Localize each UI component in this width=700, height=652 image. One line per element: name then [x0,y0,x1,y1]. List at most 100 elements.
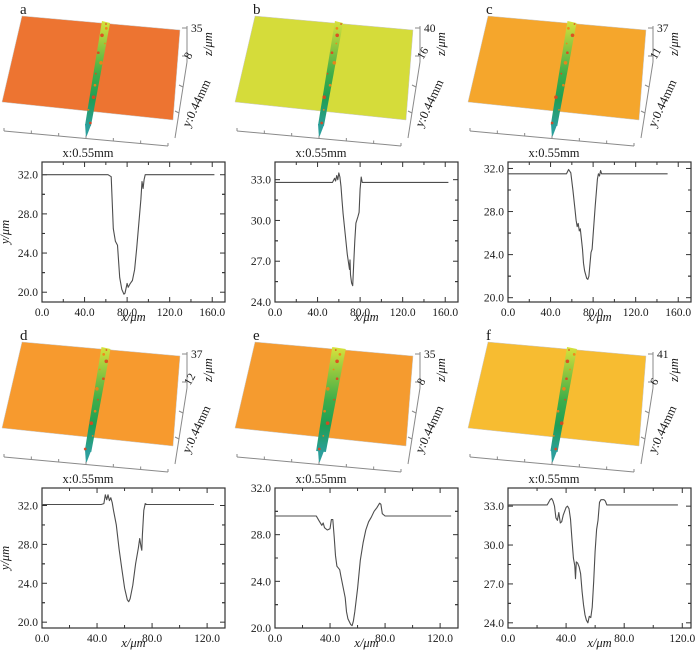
z-axis-label: z/μm [434,358,448,383]
x-tick-label: 80.0 [375,633,395,645]
groove-speckle [102,353,106,356]
panel-e: x:0.55mm 35 8 z/μm y:0.44mm 0.0 40.0 80.0 120.0… [233,326,466,652]
y-dimension-tick [644,84,650,88]
groove-speckle [562,387,566,391]
x-tick-label: 0.0 [35,633,50,645]
y-dimension-label: y:0.44mm [179,403,213,455]
y-dimension-label: y:0.44mm [645,403,679,455]
y-dimension-tick [174,436,180,440]
groove-speckle [104,42,106,45]
x-dimension-label: x:0.55mm [528,146,579,160]
groove-speckle [562,83,565,87]
groove-speckle [558,109,560,111]
z-tick-min-label: 16 [415,45,431,61]
y-dimension-tick [178,410,184,414]
groove-speckle [332,368,335,371]
x-tick-label: 80.0 [142,633,162,645]
x-tick-label: 120.0 [427,633,453,645]
y-tick-label: 24.0 [484,618,504,630]
panel-d: x:0.55mm 37 12 z/μm y:0.44mm 0.0 40.0 80.0 120.… [0,326,233,652]
y-tick-label: 32.0 [18,170,38,182]
z-tick-min-label: 6 [648,376,661,387]
x-tick-label: 40.0 [556,633,576,645]
profile-curve [508,168,668,280]
y-dimension-tick [640,110,646,114]
surface-slab [234,15,414,121]
groove-speckle [565,359,570,364]
y-dimension-line [174,387,188,465]
profile-chart-a: 0.0 40.0 80.0 120.0 160.0 20.0 24.0 28.0 32.0 x/μ… [0,161,226,324]
z-tick-min-label: 8 [415,376,428,387]
z-tick-max-label: 37 [191,349,203,361]
z-tick-max-label: 40 [424,23,436,35]
groove-speckle [91,95,96,99]
panel-letter-b: b [253,2,261,18]
surface-plot-3d-d: x:0.55mm 37 12 z/μm y:0.44mm [1,341,215,486]
x-dimension-label: x:0.55mm [295,472,346,486]
x-tick-label: 40.0 [320,633,340,645]
x-dimension-label: x:0.55mm [528,472,579,486]
x-axis-label: x/μm [120,636,145,650]
groove-speckle [323,409,326,413]
y-dimension-label: y:0.44mm [412,77,446,129]
groove-speckle [334,349,337,351]
groove-speckle [89,421,94,425]
groove-speckle [573,23,576,25]
groove-speckle [317,447,321,451]
groove-speckle [104,359,109,364]
z-axis-label: z/μm [667,32,681,57]
y-tick-label: 20.0 [18,617,38,629]
y-dimension-tick [407,110,413,114]
groove-speckle [338,353,342,356]
y-tick-label: 20.0 [18,287,38,299]
y-tick-label: 33.0 [251,175,271,187]
groove-speckle [556,409,560,413]
x-tick-label: 0.0 [268,633,283,645]
y-tick-label: 28.0 [251,530,271,542]
groove-tip [85,450,91,464]
groove-tip [318,450,324,464]
groove-speckle [93,83,97,87]
panel-b: x:0.55mm 40 16 z/μm y:0.44mm 0.0 40.0 80.0 120.… [233,0,466,326]
surface-slab [1,341,181,447]
groove-speckle [94,72,97,75]
y-dimension-label: y:0.44mm [412,403,446,455]
groove-speckle [89,121,92,125]
x-tick-label: 40.0 [87,633,107,645]
y-tick-label: 27.0 [484,579,504,591]
groove-speckle [564,398,567,401]
groove-scratch [85,21,111,126]
y-tick-label: 20.0 [251,623,271,635]
groove-speckle [104,27,108,30]
profile-curve [42,174,215,295]
groove-speckle [335,377,339,381]
z-axis-label: z/μm [434,32,448,57]
y-axis-label: y/μm [0,220,12,246]
x-tick-label: 80.0 [350,307,370,319]
groove-speckle [340,23,342,25]
profile-curve [275,172,449,287]
x-tick-label: 80.0 [614,633,634,645]
y-axis-label: y/μm [0,546,12,572]
y-tick-label: 30.0 [251,215,271,227]
y-tick-label: 28.0 [484,207,504,219]
z-axis-label: z/μm [201,32,215,57]
x-tick-label: 120.0 [623,307,649,319]
groove-speckle [560,72,563,75]
x-tick-label: 0.0 [501,307,516,319]
profile-curve [275,502,452,627]
surface-slab [234,341,414,447]
profile-chart-f: 0.0 40.0 80.0 120.0 24.0 27.0 30.0 33.0 x/μm [484,487,695,650]
y-tick-label: 27.0 [251,256,271,268]
groove-speckle [566,51,569,55]
y-tick-label: 20.0 [484,293,504,305]
profile-chart-d: 0.0 40.0 80.0 120.0 20.0 24.0 28.0 32.0 x/μm y/μm [0,487,226,650]
groove-tip [551,124,557,138]
y-tick-label: 24.0 [18,248,38,260]
y-dimension-line [174,61,188,139]
groove-speckle [335,33,339,38]
plot-frame [274,487,459,629]
groove-speckle [565,42,568,45]
z-tick-max-label: 35 [191,23,203,35]
groove-speckle [332,61,337,65]
